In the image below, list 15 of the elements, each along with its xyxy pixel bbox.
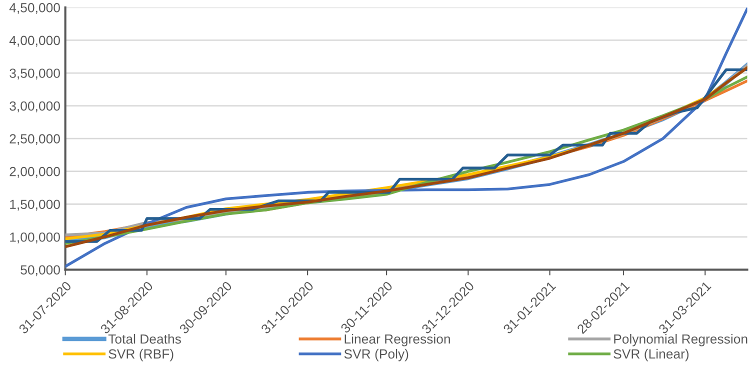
legend-label: Polynomial Regression [614,334,748,346]
legend-label: Linear Regression [344,334,450,346]
legend-label: Total Deaths [108,334,181,344]
legend-label: SVR (Poly) [344,348,408,362]
y-tick-label: 1,50,000 [10,200,60,211]
y-tick-label: 3,50,000 [10,68,60,80]
legend-label: SVR (Linear) [614,348,689,362]
y-tick-label: 3,00,000 [10,101,60,112]
y-tick-label: 2,00,000 [10,166,60,178]
y-tick-label: 4,00,000 [9,36,60,47]
legend-label: SVR (RBF) [108,348,174,362]
y-tick-label: 50,000 [20,265,60,276]
y-tick-label: 4,50,000 [9,3,60,14]
y-tick-label: 1,00,000 [10,232,60,244]
y-tick-label: 2,50,000 [10,134,60,146]
